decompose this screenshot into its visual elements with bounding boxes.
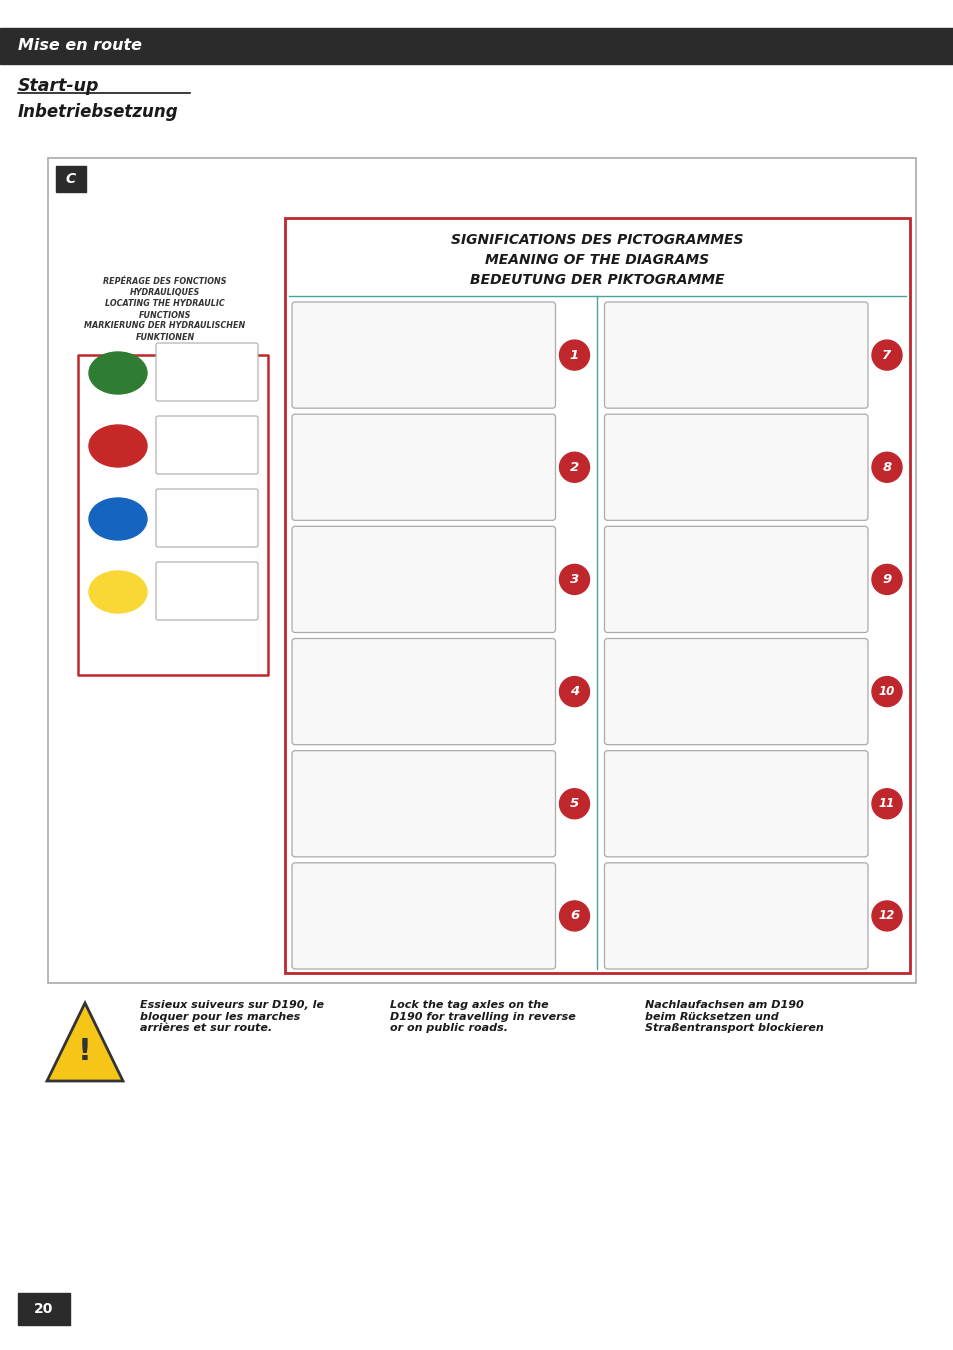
Text: 8: 8: [882, 460, 891, 474]
Text: BEDEUTUNG DER PIKTOGRAMME: BEDEUTUNG DER PIKTOGRAMME: [470, 273, 724, 288]
Text: FUNCTIONS: FUNCTIONS: [139, 310, 191, 320]
Text: Essieux suiveurs sur D190, le
bloquer pour les marches
arrières et sur route.: Essieux suiveurs sur D190, le bloquer po…: [140, 1000, 324, 1033]
Circle shape: [871, 452, 901, 482]
Bar: [0, 28, 953, 63]
Text: LOCATING THE HYDRAULIC: LOCATING THE HYDRAULIC: [105, 300, 225, 309]
FancyBboxPatch shape: [292, 751, 555, 857]
Circle shape: [558, 452, 589, 482]
Ellipse shape: [89, 352, 147, 394]
FancyBboxPatch shape: [292, 414, 555, 520]
Circle shape: [558, 900, 589, 931]
Text: Lock the tag axles on the
D190 for travelling in reverse
or on public roads.: Lock the tag axles on the D190 for trave…: [390, 1000, 576, 1033]
Circle shape: [558, 340, 589, 370]
FancyBboxPatch shape: [156, 489, 257, 547]
Circle shape: [558, 564, 589, 594]
Text: 1: 1: [569, 348, 578, 362]
Text: REPÉRAGE DES FONCTIONS: REPÉRAGE DES FONCTIONS: [103, 278, 227, 286]
Text: 10: 10: [878, 684, 894, 698]
Circle shape: [871, 788, 901, 818]
Text: 7: 7: [882, 348, 891, 362]
FancyBboxPatch shape: [604, 863, 867, 969]
Text: 4: 4: [569, 684, 578, 698]
Circle shape: [871, 676, 901, 706]
Bar: [56, 166, 86, 192]
Text: 12: 12: [878, 910, 894, 922]
Text: 9: 9: [882, 572, 891, 586]
FancyBboxPatch shape: [156, 343, 257, 401]
Text: Inbetriebsetzung: Inbetriebsetzung: [18, 103, 178, 122]
FancyBboxPatch shape: [292, 863, 555, 969]
FancyBboxPatch shape: [604, 639, 867, 745]
Text: 11: 11: [878, 798, 894, 810]
Text: !: !: [78, 1037, 91, 1066]
Text: Nachlaufachsen am D190
beim Rücksetzen und
Straßentransport blockieren: Nachlaufachsen am D190 beim Rücksetzen u…: [644, 1000, 822, 1033]
Circle shape: [871, 900, 901, 931]
Polygon shape: [47, 1003, 123, 1081]
FancyBboxPatch shape: [156, 416, 257, 474]
Ellipse shape: [89, 498, 147, 540]
Text: HYDRAULIQUES: HYDRAULIQUES: [130, 289, 200, 297]
Circle shape: [558, 788, 589, 818]
FancyBboxPatch shape: [292, 526, 555, 633]
FancyBboxPatch shape: [292, 302, 555, 408]
Circle shape: [871, 340, 901, 370]
Text: FUNKTIONEN: FUNKTIONEN: [135, 332, 194, 342]
Bar: [18, 1293, 70, 1324]
Ellipse shape: [89, 425, 147, 467]
Text: 3: 3: [569, 572, 578, 586]
Bar: [48, 158, 915, 983]
Circle shape: [558, 676, 589, 706]
Text: 2: 2: [569, 460, 578, 474]
Text: SIGNIFICATIONS DES PICTOGRAMMES: SIGNIFICATIONS DES PICTOGRAMMES: [451, 234, 743, 247]
Text: Start-up: Start-up: [18, 77, 99, 95]
Text: 6: 6: [569, 910, 578, 922]
Text: 5: 5: [569, 798, 578, 810]
FancyBboxPatch shape: [604, 751, 867, 857]
FancyBboxPatch shape: [604, 302, 867, 408]
Text: Mise en route: Mise en route: [18, 39, 142, 54]
Bar: [285, 217, 909, 973]
Text: MARKIERUNG DER HYDRAULISCHEN: MARKIERUNG DER HYDRAULISCHEN: [84, 321, 245, 331]
Ellipse shape: [89, 571, 147, 613]
Bar: [78, 355, 268, 675]
Text: MEANING OF THE DIAGRAMS: MEANING OF THE DIAGRAMS: [485, 252, 709, 267]
FancyBboxPatch shape: [604, 414, 867, 520]
FancyBboxPatch shape: [156, 562, 257, 620]
Text: C: C: [66, 171, 76, 186]
Text: 20: 20: [34, 1301, 53, 1316]
FancyBboxPatch shape: [292, 639, 555, 745]
Circle shape: [871, 564, 901, 594]
FancyBboxPatch shape: [604, 526, 867, 633]
